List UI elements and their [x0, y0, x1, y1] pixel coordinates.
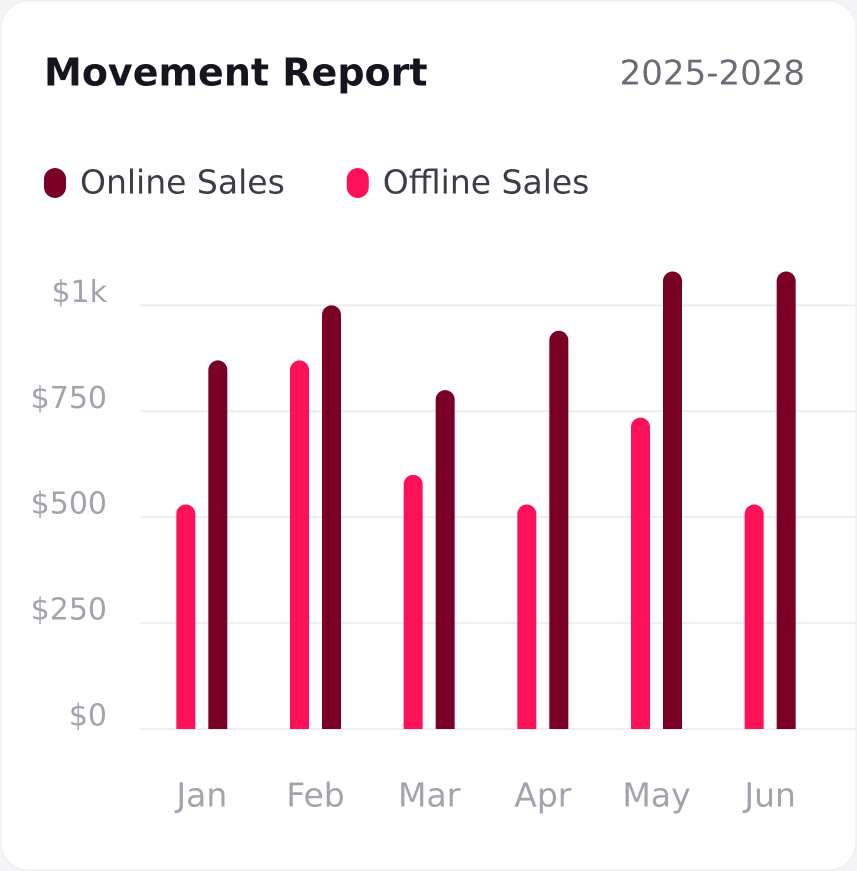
bar	[176, 504, 196, 729]
bar	[631, 417, 650, 729]
bar	[663, 271, 682, 729]
bar	[322, 305, 341, 729]
x-tick-label: Apr	[514, 776, 572, 815]
bar	[208, 360, 228, 729]
bar	[549, 330, 569, 729]
x-tick-label: Jan	[174, 776, 227, 815]
bar	[290, 360, 309, 729]
y-tick-label: $250	[31, 593, 107, 628]
legend-swatch	[346, 168, 369, 198]
y-tick-label: $750	[31, 381, 107, 416]
legend-label: Offline Sales	[383, 163, 590, 202]
chart-subtitle: 2025-2028	[620, 54, 805, 94]
x-tick-label: May	[622, 776, 690, 815]
bar	[744, 504, 764, 729]
bar	[435, 390, 455, 729]
x-tick-label: Feb	[286, 776, 344, 815]
x-tick-label: Jun	[742, 776, 796, 815]
y-tick-label: $0	[69, 699, 107, 734]
bar	[776, 271, 796, 729]
y-tick-label: $500	[31, 487, 107, 522]
legend-label: Online Sales	[80, 163, 285, 202]
legend-swatch	[44, 168, 66, 198]
y-tick-label: $1k	[51, 275, 107, 310]
bar	[517, 504, 537, 729]
x-tick-label: Mar	[398, 776, 461, 815]
bar	[403, 474, 423, 729]
chart-title: Movement Report	[44, 51, 428, 95]
